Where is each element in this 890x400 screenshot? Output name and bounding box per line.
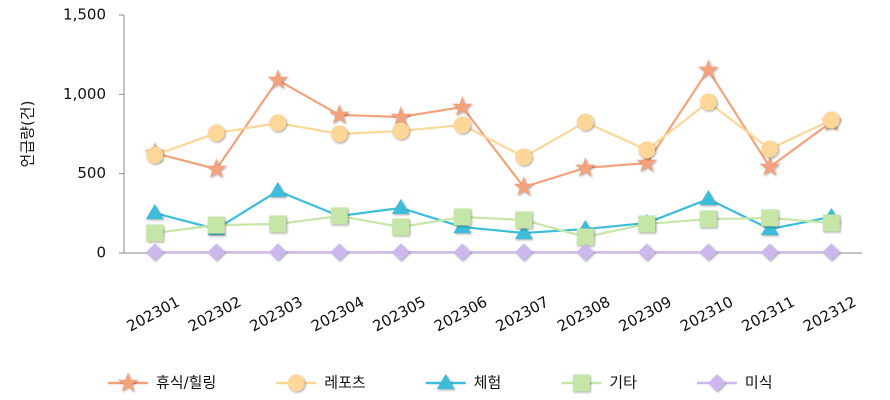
marker [572,374,590,392]
x-tick-label: 202304 [308,293,367,336]
marker [760,220,779,236]
x-tick-label: 202302 [185,293,244,336]
legend-label: 미식 [745,374,773,392]
series-line [154,214,832,239]
marker [514,224,533,240]
y-axis-label: 언급량(건) [19,101,37,168]
marker [576,243,594,261]
marker [269,243,287,261]
marker [759,156,780,176]
marker [699,243,717,261]
marker [392,243,410,261]
marker [822,111,840,129]
y-tick-label: 1,000 [63,85,106,103]
marker [453,116,471,134]
marker [515,148,533,166]
marker [822,243,840,261]
y-tick-label: 0 [96,244,106,262]
legend-label: 레포츠 [324,374,366,392]
marker [513,176,534,196]
marker [453,217,472,234]
marker [699,190,718,206]
y-tick-label: 1,500 [63,6,106,24]
marker [708,374,726,392]
marker [636,152,657,172]
marker [761,140,779,158]
y-tick-label: 500 [77,164,106,182]
marker [269,215,287,233]
series-line [154,68,832,189]
marker [699,210,717,228]
marker [206,158,227,178]
marker [453,208,471,226]
marker [761,243,779,261]
marker [207,216,225,234]
marker [330,125,348,143]
legend-label: 체험 [474,374,502,392]
x-tick-label: 202308 [554,293,613,336]
marker [330,207,348,225]
marker [146,243,164,261]
x-tick-label: 202309 [616,293,675,336]
marker [146,146,164,164]
marker [207,243,225,261]
x-tick-label: 202307 [493,293,552,336]
marker [576,228,594,246]
marker [391,198,410,215]
x-tick-label: 202310 [677,293,736,336]
marker [392,218,410,236]
marker [268,181,287,198]
x-tick-label: 202305 [370,293,429,336]
marker [269,114,287,132]
marker [146,224,164,242]
marker [699,93,717,111]
marker [392,122,410,140]
marker [207,124,225,142]
x-tick-label: 202306 [431,293,490,336]
marker [515,211,533,229]
x-tick-label: 202301 [124,293,183,336]
x-tick-label: 202303 [247,293,306,336]
marker [117,372,139,392]
marker [638,243,656,261]
marker [576,113,594,131]
marker [638,215,656,233]
marker [761,209,779,227]
x-tick-label: 202311 [739,293,798,336]
marker [515,243,533,261]
marker [330,243,348,261]
marker [329,104,350,124]
marker [638,141,656,159]
marker [267,69,288,89]
marker [575,157,596,177]
marker [390,106,411,126]
x-tick-label: 202312 [800,293,859,336]
marker [287,374,305,392]
marker [698,59,719,79]
marker [145,204,164,220]
series-line [154,189,832,235]
series-line [154,100,832,159]
marker [822,214,840,232]
legend-label: 기타 [609,374,637,392]
marker [436,374,455,390]
legend-label: 휴식/힐링 [156,374,216,392]
marker [453,243,471,261]
marker [452,96,473,116]
